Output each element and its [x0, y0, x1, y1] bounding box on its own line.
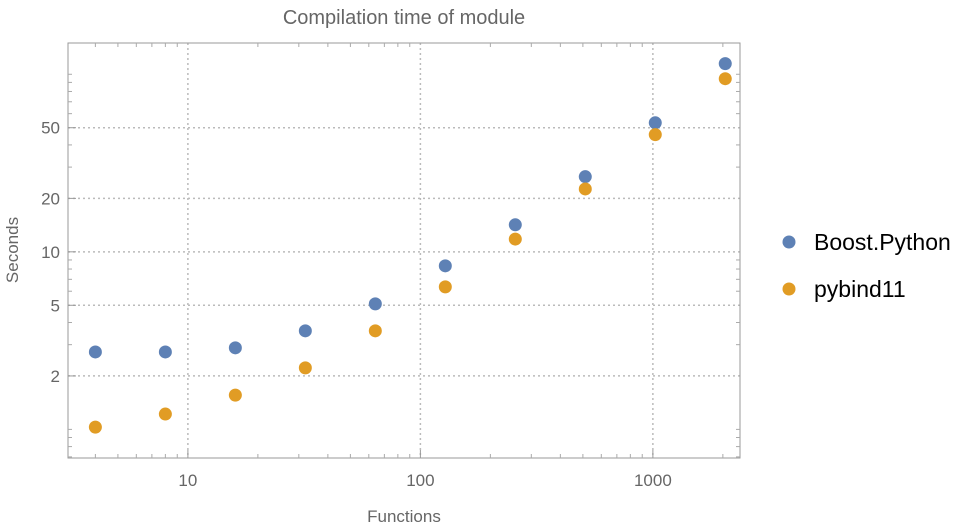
y-axis-label: Seconds — [3, 217, 22, 283]
legend-marker-boost-python — [782, 235, 796, 249]
data-point-pybind11 — [368, 324, 382, 338]
chart-title: Compilation time of module — [283, 7, 525, 29]
x-axis-label: Functions — [367, 507, 441, 525]
data-point-boost-python — [648, 116, 662, 130]
y-tick-label: 10 — [41, 243, 60, 262]
legend-marker-pybind11 — [782, 282, 796, 296]
data-point-pybind11 — [438, 280, 452, 294]
data-point-boost-python — [578, 170, 592, 184]
data-point-pybind11 — [158, 407, 172, 421]
data-point-pybind11 — [508, 232, 522, 246]
legend: Boost.Python pybind11 — [782, 229, 951, 302]
data-point-boost-python — [508, 218, 522, 232]
y-tick-label: 2 — [51, 367, 60, 386]
data-point-boost-python — [718, 57, 732, 71]
data-point-pybind11 — [298, 361, 312, 375]
data-point-pybind11 — [718, 72, 732, 86]
x-tick-label: 10 — [178, 471, 197, 490]
gridlines — [68, 43, 740, 458]
x-tick-label: 100 — [406, 471, 434, 490]
data-point-boost-python — [88, 345, 102, 359]
x-tick-label: 1000 — [634, 471, 672, 490]
data-point-boost-python — [368, 297, 382, 311]
data-point-boost-python — [228, 341, 242, 355]
y-tick-label: 50 — [41, 119, 60, 138]
legend-label-pybind11: pybind11 — [814, 276, 906, 302]
data-point-boost-python — [158, 345, 172, 359]
data-point-pybind11 — [228, 388, 242, 402]
data-point-boost-python — [298, 324, 312, 338]
legend-label-boost-python: Boost.Python — [814, 229, 951, 255]
data-point-pybind11 — [88, 420, 102, 434]
data-point-pybind11 — [578, 182, 592, 196]
data-point-pybind11 — [648, 128, 662, 142]
plot-frame — [67, 42, 741, 459]
data-point-boost-python — [438, 259, 452, 273]
data-points — [88, 57, 732, 434]
axis-ticks: 10 100 1000 2 5 10 20 50 — [41, 43, 740, 490]
y-tick-label: 20 — [41, 189, 60, 208]
y-tick-label: 5 — [51, 296, 60, 315]
